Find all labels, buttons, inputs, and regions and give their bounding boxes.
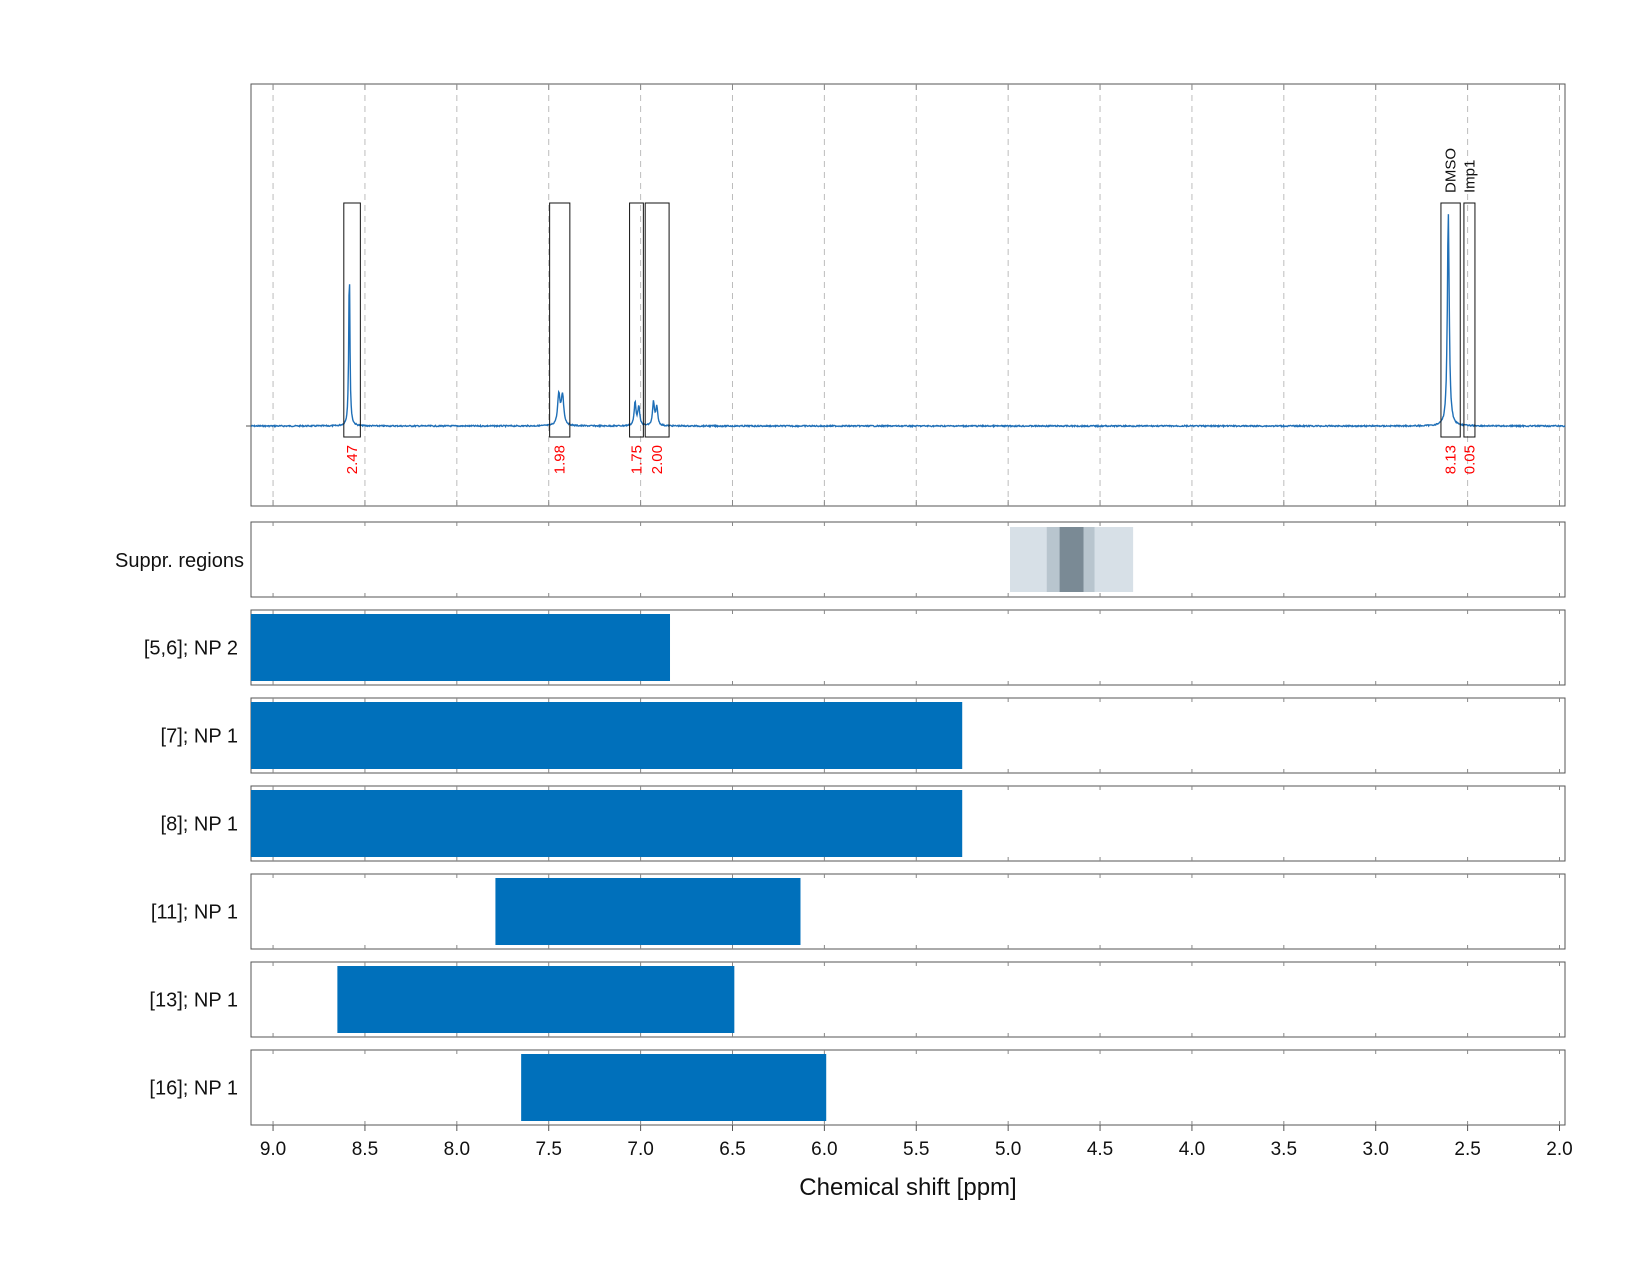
x-axis-label: Chemical shift [ppm] xyxy=(799,1174,1016,1201)
x-tick-label: 3.5 xyxy=(1271,1139,1297,1160)
integral-value: 2.00 xyxy=(649,445,666,474)
x-tick-label: 8.5 xyxy=(352,1139,378,1160)
suppression-band xyxy=(1059,527,1084,592)
assignment-label: [7]; NP 1 xyxy=(161,726,238,748)
suppression-frame xyxy=(250,521,1566,598)
assignment-panels: [5,6]; NP 2 [7]; NP 1 [8]; NP 1 [11]; NP 1 [… xyxy=(144,609,1566,1126)
integral-box xyxy=(1463,202,1476,438)
x-tick-label: 7.5 xyxy=(536,1139,562,1160)
spectrum-trace xyxy=(250,214,1566,429)
integral-value: 1.75 xyxy=(628,445,645,474)
x-tick-label: 7.0 xyxy=(627,1139,653,1160)
x-tick-label: 3.0 xyxy=(1362,1139,1388,1160)
x-tick-label: 5.5 xyxy=(903,1139,929,1160)
assignment-label: [8]; NP 1 xyxy=(161,814,238,836)
integral-box xyxy=(629,202,644,438)
integral-value: 1.98 xyxy=(552,445,569,474)
x-tick-label: 2.0 xyxy=(1546,1139,1572,1160)
integral-label: Imp1 xyxy=(1461,160,1478,193)
assignment-panel-frame xyxy=(250,873,1566,950)
assignment-label: [16]; NP 1 xyxy=(149,1078,238,1100)
assignment-bar xyxy=(251,702,963,769)
assignment-bar xyxy=(521,1054,827,1121)
integral-box xyxy=(549,202,571,438)
integral-value: 0.05 xyxy=(1461,445,1478,474)
integral-box xyxy=(644,202,670,438)
assignment-bar xyxy=(251,790,963,857)
x-tick-label: 6.0 xyxy=(811,1139,837,1160)
integral-box xyxy=(1440,202,1461,438)
spectrum-frame xyxy=(250,83,1566,507)
spectrum-panel: 2.47 1.98 1.75 2.00 8.13 DMSO 0.05 Imp1 xyxy=(246,83,1566,507)
assignment-bar xyxy=(337,966,735,1033)
assignment-label: [11]; NP 1 xyxy=(151,902,238,924)
integral-value: 2.47 xyxy=(344,445,361,474)
x-tick-label: 4.0 xyxy=(1179,1139,1205,1160)
integral-label: DMSO xyxy=(1443,148,1460,193)
x-tick-label: 9.0 xyxy=(260,1139,286,1160)
integral-box xyxy=(343,202,361,438)
x-axis: 9.0 8.5 8.0 7.5 7.0 6.5 6.0 5.5 5.0 4.5 4.0 3.5 3.0 2… xyxy=(260,1125,1573,1201)
assignment-label: [5,6]; NP 2 xyxy=(144,638,238,660)
x-tick-label: 8.0 xyxy=(444,1139,470,1160)
x-tick-label: 6.5 xyxy=(719,1139,745,1160)
x-tick-label: 2.5 xyxy=(1454,1139,1480,1160)
assignment-panel-frame xyxy=(250,1049,1566,1126)
assignment-bar xyxy=(495,878,801,945)
assignment-label: [13]; NP 1 xyxy=(149,990,238,1012)
x-tick-label: 5.0 xyxy=(995,1139,1021,1160)
integral-value: 8.13 xyxy=(1443,445,1460,474)
x-tick-label: 4.5 xyxy=(1087,1139,1113,1160)
assignment-bar xyxy=(251,614,671,681)
suppression-label: Suppr. regions xyxy=(115,550,244,572)
suppression-panel: Suppr. regions xyxy=(115,521,1566,598)
